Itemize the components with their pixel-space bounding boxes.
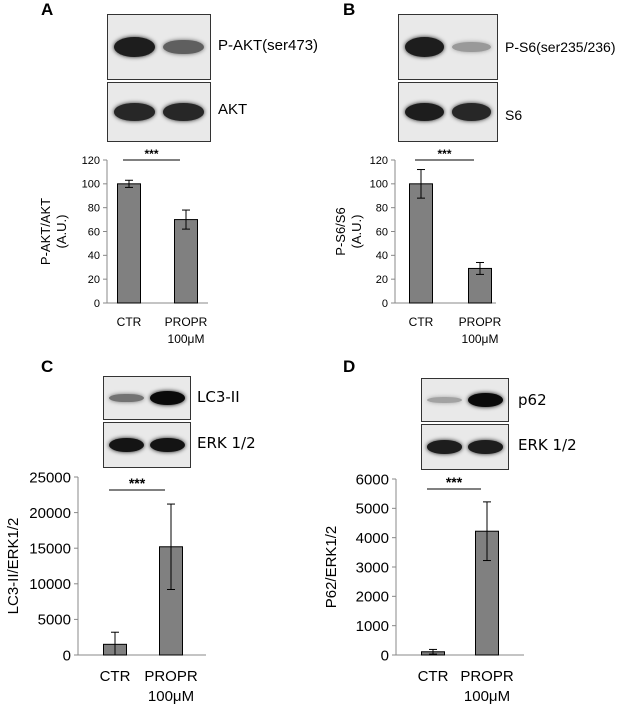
y-axis-label: (A.U.): [349, 215, 364, 249]
y-tick-label: 5000: [356, 501, 389, 518]
significance-stars: ***: [129, 475, 146, 491]
blot-label: p62: [518, 391, 547, 409]
y-tick-label: 40: [376, 250, 388, 262]
bar: [174, 219, 198, 304]
x-category-label: PROPR: [165, 315, 208, 329]
y-tick-label: 6000: [356, 471, 389, 488]
blot-image: [398, 14, 498, 80]
y-tick-label: 3000: [356, 559, 389, 576]
y-tick-label: 0: [94, 298, 100, 310]
bar: [117, 183, 141, 304]
blot-label: P-S6(ser235/236): [505, 39, 616, 55]
blot-band: [150, 437, 185, 452]
y-tick-label: 100: [82, 179, 100, 191]
y-tick-label: 120: [370, 155, 388, 167]
blot-band: [150, 391, 185, 405]
x-category-label: 100μM: [464, 688, 510, 705]
y-tick-label: 10000: [29, 576, 71, 593]
blot-band: [404, 37, 445, 57]
blot-label: P-AKT(ser473): [218, 37, 319, 54]
y-tick-label: 0: [381, 647, 389, 664]
panel-letter-b: B: [343, 0, 356, 19]
blot-image: [107, 82, 211, 142]
bar: [409, 183, 433, 304]
panel-letter-c: C: [41, 357, 54, 376]
blot-band: [114, 103, 155, 121]
y-axis-label: (A.U.): [54, 215, 69, 249]
y-tick-label: 20: [88, 274, 100, 286]
blot-label: ERK 1/2: [197, 434, 256, 452]
blot-band: [163, 39, 204, 55]
y-tick-label: 60: [88, 226, 100, 238]
y-tick-label: 80: [376, 203, 388, 215]
y-tick-label: 5000: [38, 612, 71, 629]
y-tick-label: 100: [370, 179, 388, 191]
blot-band: [109, 437, 144, 452]
x-category-label: CTR: [409, 315, 434, 329]
panel-letter-a: A: [41, 0, 54, 19]
y-tick-label: 60: [376, 226, 388, 238]
y-tick-label: 20: [376, 274, 388, 286]
significance-stars: ***: [437, 147, 451, 161]
blot-label: LC3-II: [197, 388, 240, 406]
blot-band: [404, 103, 445, 121]
x-category-label: CTR: [100, 668, 131, 685]
x-category-label: CTR: [117, 315, 142, 329]
y-axis-label: P-S6/S6: [333, 207, 348, 255]
significance-stars: ***: [446, 474, 463, 490]
blot-band: [163, 103, 204, 121]
y-axis-label: LC3-II/ERK1/2: [5, 518, 22, 615]
blot-band: [427, 440, 462, 454]
blot-image: [421, 378, 509, 422]
panel-letter-d: D: [343, 357, 356, 376]
x-category-label: CTR: [418, 668, 449, 685]
y-tick-label: 0: [63, 647, 71, 664]
blot-image: [103, 376, 191, 420]
blot-image: [421, 424, 509, 470]
blot-image: [107, 14, 211, 80]
y-axis-label: P-AKT/AKT: [38, 198, 53, 265]
x-category-label: 100μM: [462, 332, 499, 346]
y-tick-label: 2000: [356, 589, 389, 606]
y-tick-label: 120: [82, 155, 100, 167]
y-axis-label: P62/ERK1/2: [323, 526, 340, 609]
blot-label: S6: [505, 107, 523, 123]
blot-label: ERK 1/2: [518, 436, 577, 454]
y-tick-label: 4000: [356, 530, 389, 547]
y-tick-label: 25000: [29, 469, 71, 486]
blot-image: [103, 422, 191, 468]
y-tick-label: 80: [88, 203, 100, 215]
y-tick-label: 15000: [29, 540, 71, 557]
blot-band: [468, 440, 503, 454]
x-category-label: PROPR: [460, 668, 514, 685]
blot-band: [109, 393, 144, 403]
blot-band: [427, 396, 462, 404]
y-tick-label: 20000: [29, 505, 71, 522]
blot-band: [468, 393, 503, 407]
x-category-label: 100μM: [168, 332, 205, 346]
blot-image: [398, 82, 498, 142]
blot-label: AKT: [218, 101, 248, 118]
y-tick-label: 40: [88, 250, 100, 262]
blot-band: [451, 103, 492, 121]
x-category-label: 100μM: [148, 688, 194, 705]
blot-band: [451, 41, 492, 53]
x-category-label: PROPR: [459, 315, 502, 329]
significance-stars: ***: [144, 147, 158, 161]
y-tick-label: 0: [382, 298, 388, 310]
blot-band: [114, 37, 155, 57]
x-category-label: PROPR: [144, 668, 198, 685]
y-tick-label: 1000: [356, 618, 389, 635]
